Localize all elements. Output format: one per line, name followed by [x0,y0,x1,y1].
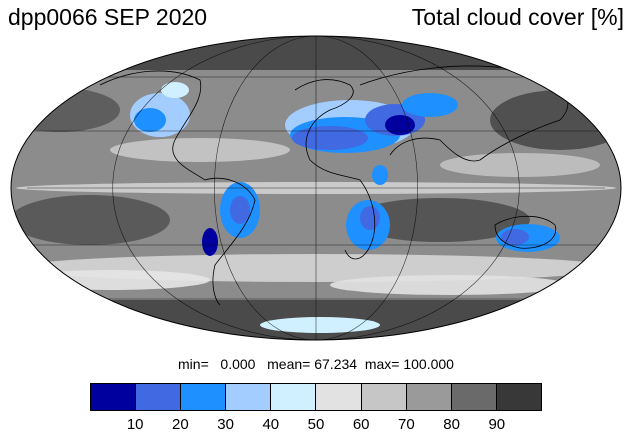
colorbar-tick-label: 70 [398,416,415,433]
colorbar-box [91,384,137,410]
left-title: dpp0066 SEP 2020 [8,4,208,30]
colorbar-tick-label: 90 [488,416,506,433]
colorbar [90,383,542,411]
colorbar-tick-label: 50 [307,416,325,433]
colorbar-ticks: 10 20 30 40 50 60 70 80 90 [90,416,542,436]
right-title: Total cloud cover [%] [411,4,624,30]
coastlines [99,65,569,306]
colorbar-box [271,384,317,410]
colorbar-tick-label: 80 [443,416,460,433]
colorbar-tick-label: 20 [172,416,189,433]
colorbar-box [136,384,182,410]
mean-label: mean= [267,356,311,372]
min-value: 0.000 [220,356,256,372]
statistics-line: min= 0.000 mean= 67.234 max= 100.000 [0,356,632,372]
map-outline [10,35,622,341]
colorbar-tick-label: 60 [352,416,370,433]
colorbar-box [361,384,407,410]
colorbar-tick-label: 10 [126,416,144,433]
min-label: min= [178,356,209,372]
colorbar-box [406,384,452,410]
graticule [11,35,621,341]
colorbar-box [496,384,541,410]
mean-value: 67.234 [314,356,358,372]
colorbar-box [316,384,362,410]
colorbar-box [181,384,227,410]
colorbar-box [226,384,272,410]
max-value: 100.000 [403,356,454,372]
colorbar-tick-label: 40 [262,416,280,433]
colorbar-box [451,384,497,410]
colorbar-tick-label: 30 [217,416,234,433]
max-label: max= [364,356,400,372]
